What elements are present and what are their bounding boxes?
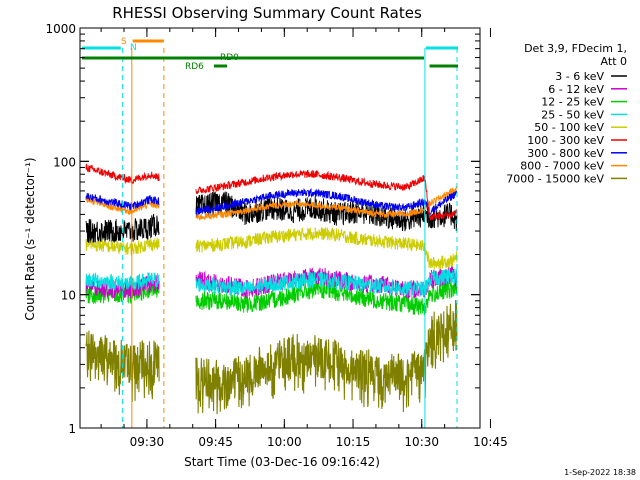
annotation-rd0: RD0 — [220, 53, 239, 63]
y-tick-label-100: 100 — [53, 155, 76, 169]
chart-title: RHESSI Observing Summary Count Rates — [112, 4, 422, 22]
series-7000-15000kev-seg0 — [85, 330, 160, 402]
x-tick-label-1000: 10:00 — [267, 435, 302, 449]
footer-timestamp: 1-Sep-2022 18:38 — [564, 468, 636, 477]
x-tick-label-1015: 10:15 — [336, 435, 371, 449]
legend-label-2: 12 - 25 keV — [541, 96, 604, 109]
series-300-800kev-seg0 — [85, 192, 160, 211]
annotation-n: N — [130, 43, 137, 53]
series-25-50kev-seg0 — [85, 272, 160, 291]
y-axis-label: Count Rate (s⁻¹ detector⁻¹) — [23, 157, 37, 320]
x-tick-label-1030: 10:30 — [404, 435, 439, 449]
series-800-7000kev-seg1 — [195, 186, 458, 222]
annotation-s: S — [121, 37, 127, 47]
legend-label-3: 25 - 50 keV — [541, 108, 604, 121]
legend-label-7: 800 - 7000 keV — [520, 160, 604, 173]
legend-header-line-2: Att 0 — [601, 55, 627, 68]
legend-header-line-1: Det 3,9, FDecim 1, — [524, 42, 627, 55]
plot-frame — [79, 27, 481, 429]
x-tick-label-0945: 09:45 — [198, 435, 233, 449]
y-tick-label-10: 10 — [61, 289, 76, 303]
x-tick-label-0930: 09:30 — [130, 435, 165, 449]
legend-label-0: 3 - 6 keV — [555, 70, 604, 83]
legend-label-6: 300 - 800 keV — [527, 147, 604, 160]
legend-header: Det 3,9, FDecim 1, Att 0 — [524, 42, 627, 68]
y-tick-label-1000: 1000 — [45, 22, 76, 36]
x-axis-label: Start Time (03-Dec-16 09:16:42) — [184, 455, 380, 469]
series-7000-15000kev-seg1 — [195, 300, 458, 415]
y-tick-label-1: 1 — [68, 422, 76, 436]
legend-label-5: 100 - 300 keV — [527, 134, 604, 147]
x-tick-label-1045: 10:45 — [473, 435, 508, 449]
series-50-100kev-seg1 — [195, 227, 458, 271]
annotation-rd6: RD6 — [185, 62, 204, 72]
series-25-50kev-seg1 — [195, 267, 458, 297]
series-100-300kev-seg1 — [195, 169, 458, 221]
legend-label-1: 6 - 12 keV — [548, 83, 604, 96]
legend-label-8: 7000 - 15000 keV — [506, 172, 604, 185]
series-300-800kev-seg1 — [195, 188, 458, 215]
legend-label-4: 50 - 100 keV — [534, 121, 604, 134]
